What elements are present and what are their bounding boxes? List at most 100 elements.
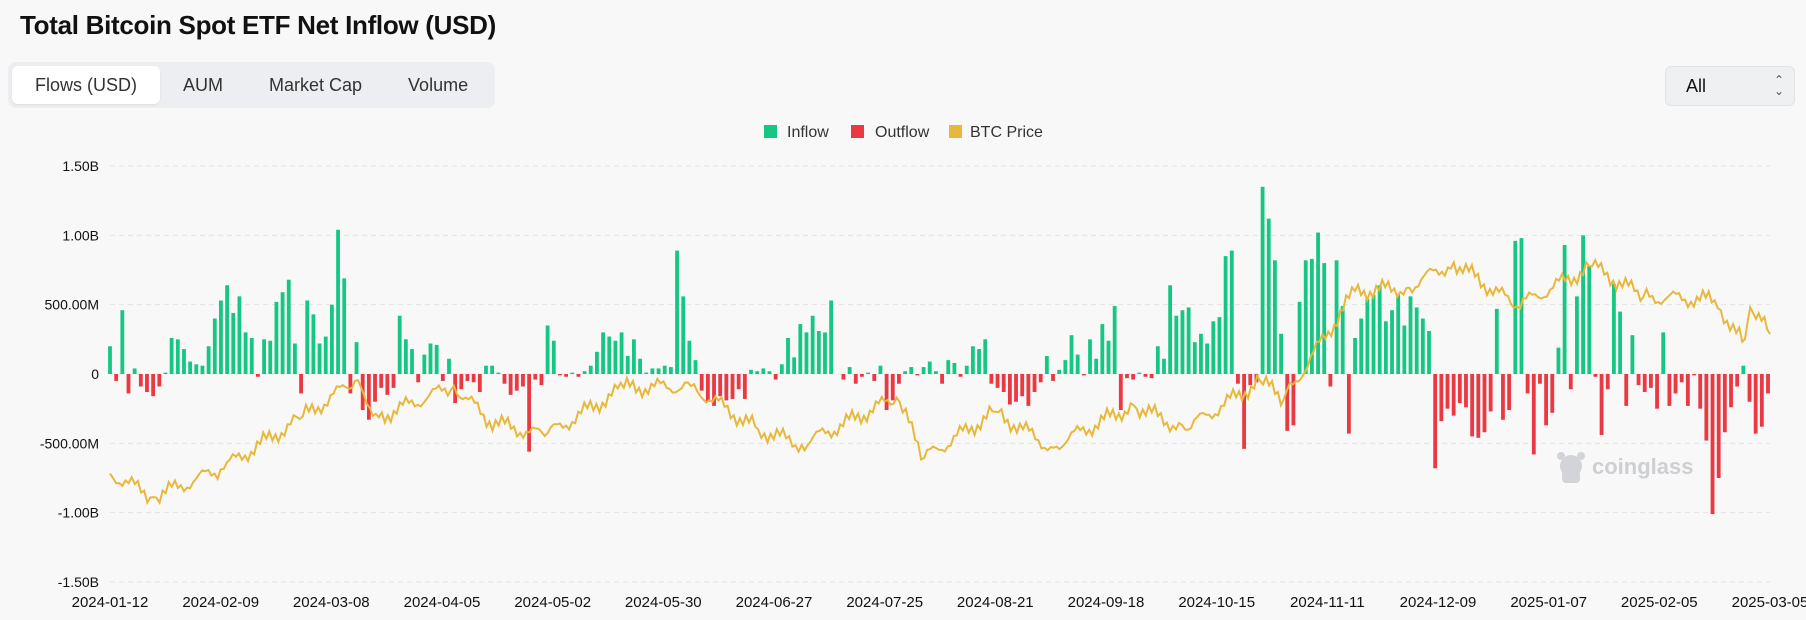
inflow-bar	[490, 365, 495, 374]
outflow-bar	[1735, 374, 1740, 387]
inflow-bar	[675, 250, 679, 374]
inflow-bar	[551, 340, 556, 374]
outflow-bar	[860, 374, 864, 377]
outflow-bar	[1001, 374, 1006, 393]
inflow-bar	[1618, 311, 1622, 374]
outflow-bar	[773, 374, 778, 380]
inflow-bar	[1155, 346, 1160, 374]
inflow-bar	[681, 296, 686, 374]
inflow-bar	[1420, 318, 1425, 374]
x-axis: 2024-01-12 2024-02-09 2024-03-08 2024-04-05…	[72, 594, 1806, 611]
inflow-bar	[847, 367, 852, 374]
outflow-bar	[1032, 374, 1037, 393]
outflow-bar	[502, 374, 507, 384]
inflow-bar	[588, 365, 593, 374]
inflow-bar	[952, 362, 957, 374]
y-tick-label: 500.00M	[45, 297, 99, 313]
tab-volume[interactable]: Volume	[408, 75, 469, 95]
inflow-bar	[200, 365, 205, 374]
outflow-bar	[1698, 374, 1703, 409]
outflow-bar	[872, 374, 877, 381]
range-select[interactable]: All ⌃ ⌄	[1665, 66, 1795, 106]
outflow-bar	[1457, 374, 1462, 404]
inflow-bar	[1494, 308, 1499, 374]
inflow-bar	[964, 365, 969, 374]
tab-aum[interactable]: AUM	[183, 75, 223, 95]
outflow-bar	[1655, 374, 1659, 409]
inflow-bar	[1223, 256, 1228, 374]
inflow-bar	[1297, 301, 1302, 374]
outflow-bar	[1599, 374, 1604, 436]
legend-outflow-label[interactable]: Outflow	[875, 124, 930, 141]
inflow-bar	[132, 368, 137, 374]
inflow-bar	[1581, 235, 1585, 374]
outflow-bar	[1236, 374, 1240, 384]
coinglass-logo-icon	[1557, 452, 1585, 483]
legend-inflow-label[interactable]: Inflow	[787, 124, 829, 141]
x-tick-label: 2024-08-21	[957, 594, 1034, 611]
inflow-bar	[638, 358, 642, 374]
inflow-bar	[1112, 306, 1117, 374]
outflow-bar	[126, 374, 131, 394]
inflow-bar	[1562, 245, 1567, 374]
outflow-bar	[958, 374, 963, 377]
outflow-bar	[1143, 374, 1148, 377]
outflow-bar	[995, 374, 1000, 388]
inflow-bar	[786, 337, 790, 374]
outflow-bar	[1550, 374, 1555, 413]
inflow-bar	[108, 346, 112, 374]
inflow-bar	[1266, 218, 1271, 374]
outflow-bar	[1149, 374, 1154, 379]
inflow-bar	[570, 372, 575, 374]
inflow-bar	[188, 361, 193, 374]
range-select-value: All	[1686, 76, 1707, 96]
x-tick-label: 2024-04-05	[404, 594, 481, 611]
inflow-bar	[120, 310, 125, 374]
outflow-bar	[1525, 374, 1530, 394]
outflow-bar	[1242, 374, 1247, 449]
outflow-bar	[564, 374, 569, 377]
outflow-bar	[1531, 374, 1536, 455]
inflow-bar	[293, 343, 297, 374]
outflow-bar	[1716, 374, 1721, 478]
outflow-bar	[718, 374, 723, 397]
inflow-bar	[1587, 265, 1592, 374]
tab-market-cap[interactable]: Market Cap	[269, 75, 363, 95]
inflow-bar	[428, 343, 433, 374]
inflow-bar	[1741, 365, 1746, 374]
inflow-bar	[194, 364, 199, 374]
outflow-bar	[1753, 374, 1758, 434]
inflow-bar	[1100, 324, 1105, 374]
outflow-bar	[1476, 374, 1481, 438]
inflow-bar	[169, 337, 174, 374]
legend-btc-price-label[interactable]: BTC Price	[970, 124, 1043, 141]
outflow-bar	[1593, 374, 1598, 377]
inflow-bar	[792, 357, 797, 374]
inflow-bar	[804, 332, 809, 374]
inflow-bar	[317, 343, 322, 374]
outflow-bar	[459, 374, 464, 390]
outflow-bar	[853, 374, 858, 384]
inflow-bar	[1063, 360, 1068, 374]
tab-flows-usd[interactable]: Flows (USD)	[12, 66, 160, 104]
outflow-bar	[1291, 374, 1296, 426]
inflow-bar	[323, 336, 328, 374]
inflow-bar	[927, 361, 932, 374]
outflow-bar	[514, 374, 519, 391]
inflow-bar	[816, 331, 821, 374]
x-tick-label: 2024-05-02	[514, 594, 591, 611]
inflow-bar	[798, 324, 803, 374]
inflow-bar	[342, 278, 347, 374]
inflow-bar	[595, 351, 599, 374]
outflow-bar	[712, 374, 716, 406]
inflow-bar	[909, 367, 914, 374]
inflow-bar	[1069, 335, 1074, 374]
outflow-bar	[1507, 374, 1512, 411]
inflow-bar	[1371, 294, 1376, 374]
inflow-bar	[1106, 340, 1111, 374]
inflow-bar	[243, 332, 248, 374]
inflow-bar	[946, 360, 951, 374]
x-tick-label: 2024-09-18	[1068, 594, 1145, 611]
inflow-bar	[1186, 307, 1191, 374]
outflow-bar	[1464, 374, 1468, 408]
